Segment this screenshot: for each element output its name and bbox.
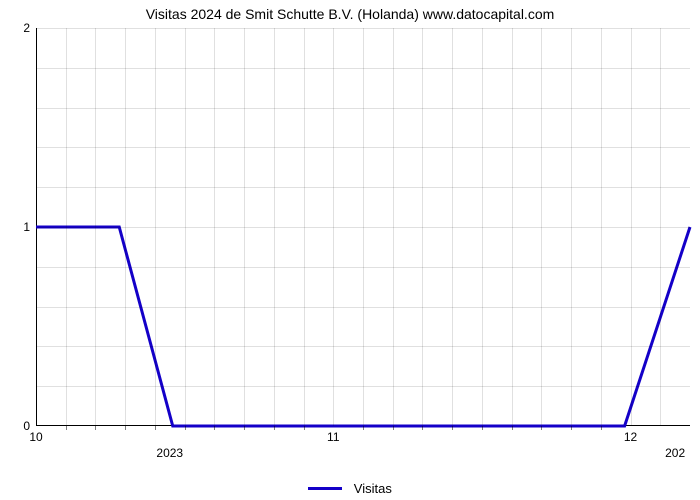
legend-swatch [308,487,342,490]
x-tick-minor [422,426,423,430]
grid-h [36,28,690,29]
x-tick-minor [393,426,394,430]
x-tick-minor [185,426,186,430]
x-tick-minor [452,426,453,430]
x-secondary-label: 2023 [156,426,183,460]
x-tick-label: 12 [624,426,637,444]
grid-h [36,227,690,228]
x-tick-label: 10 [29,426,42,444]
x-tick-minor [541,426,542,430]
grid-h [36,267,690,268]
x-tick-minor [125,426,126,430]
grid-h [36,346,690,347]
x-tick-label: 11 [327,426,339,444]
x-tick-minor [512,426,513,430]
y-tick-label: 1 [23,220,36,234]
x-tick-minor [95,426,96,430]
plot-area: 0121011122023202 [36,28,690,426]
legend: Visitas [0,480,700,496]
x-tick-minor [571,426,572,430]
chart-title: Visitas 2024 de Smit Schutte B.V. (Holan… [0,6,700,22]
legend-label: Visitas [346,481,392,496]
x-tick-minor [304,426,305,430]
x-tick-minor [244,426,245,430]
grid-h [36,307,690,308]
x-tick-minor [214,426,215,430]
grid-h [36,386,690,387]
grid-h [36,68,690,69]
grid-h [36,147,690,148]
x-tick-minor [601,426,602,430]
chart-container: Visitas 2024 de Smit Schutte B.V. (Holan… [0,0,700,500]
grid-h [36,187,690,188]
x-tick-minor [482,426,483,430]
x-tick-minor [274,426,275,430]
y-tick-label: 2 [23,21,36,35]
grid-h [36,108,690,109]
x-tick-minor [66,426,67,430]
x-tick-minor [363,426,364,430]
x-secondary-label: 202 [665,426,685,460]
